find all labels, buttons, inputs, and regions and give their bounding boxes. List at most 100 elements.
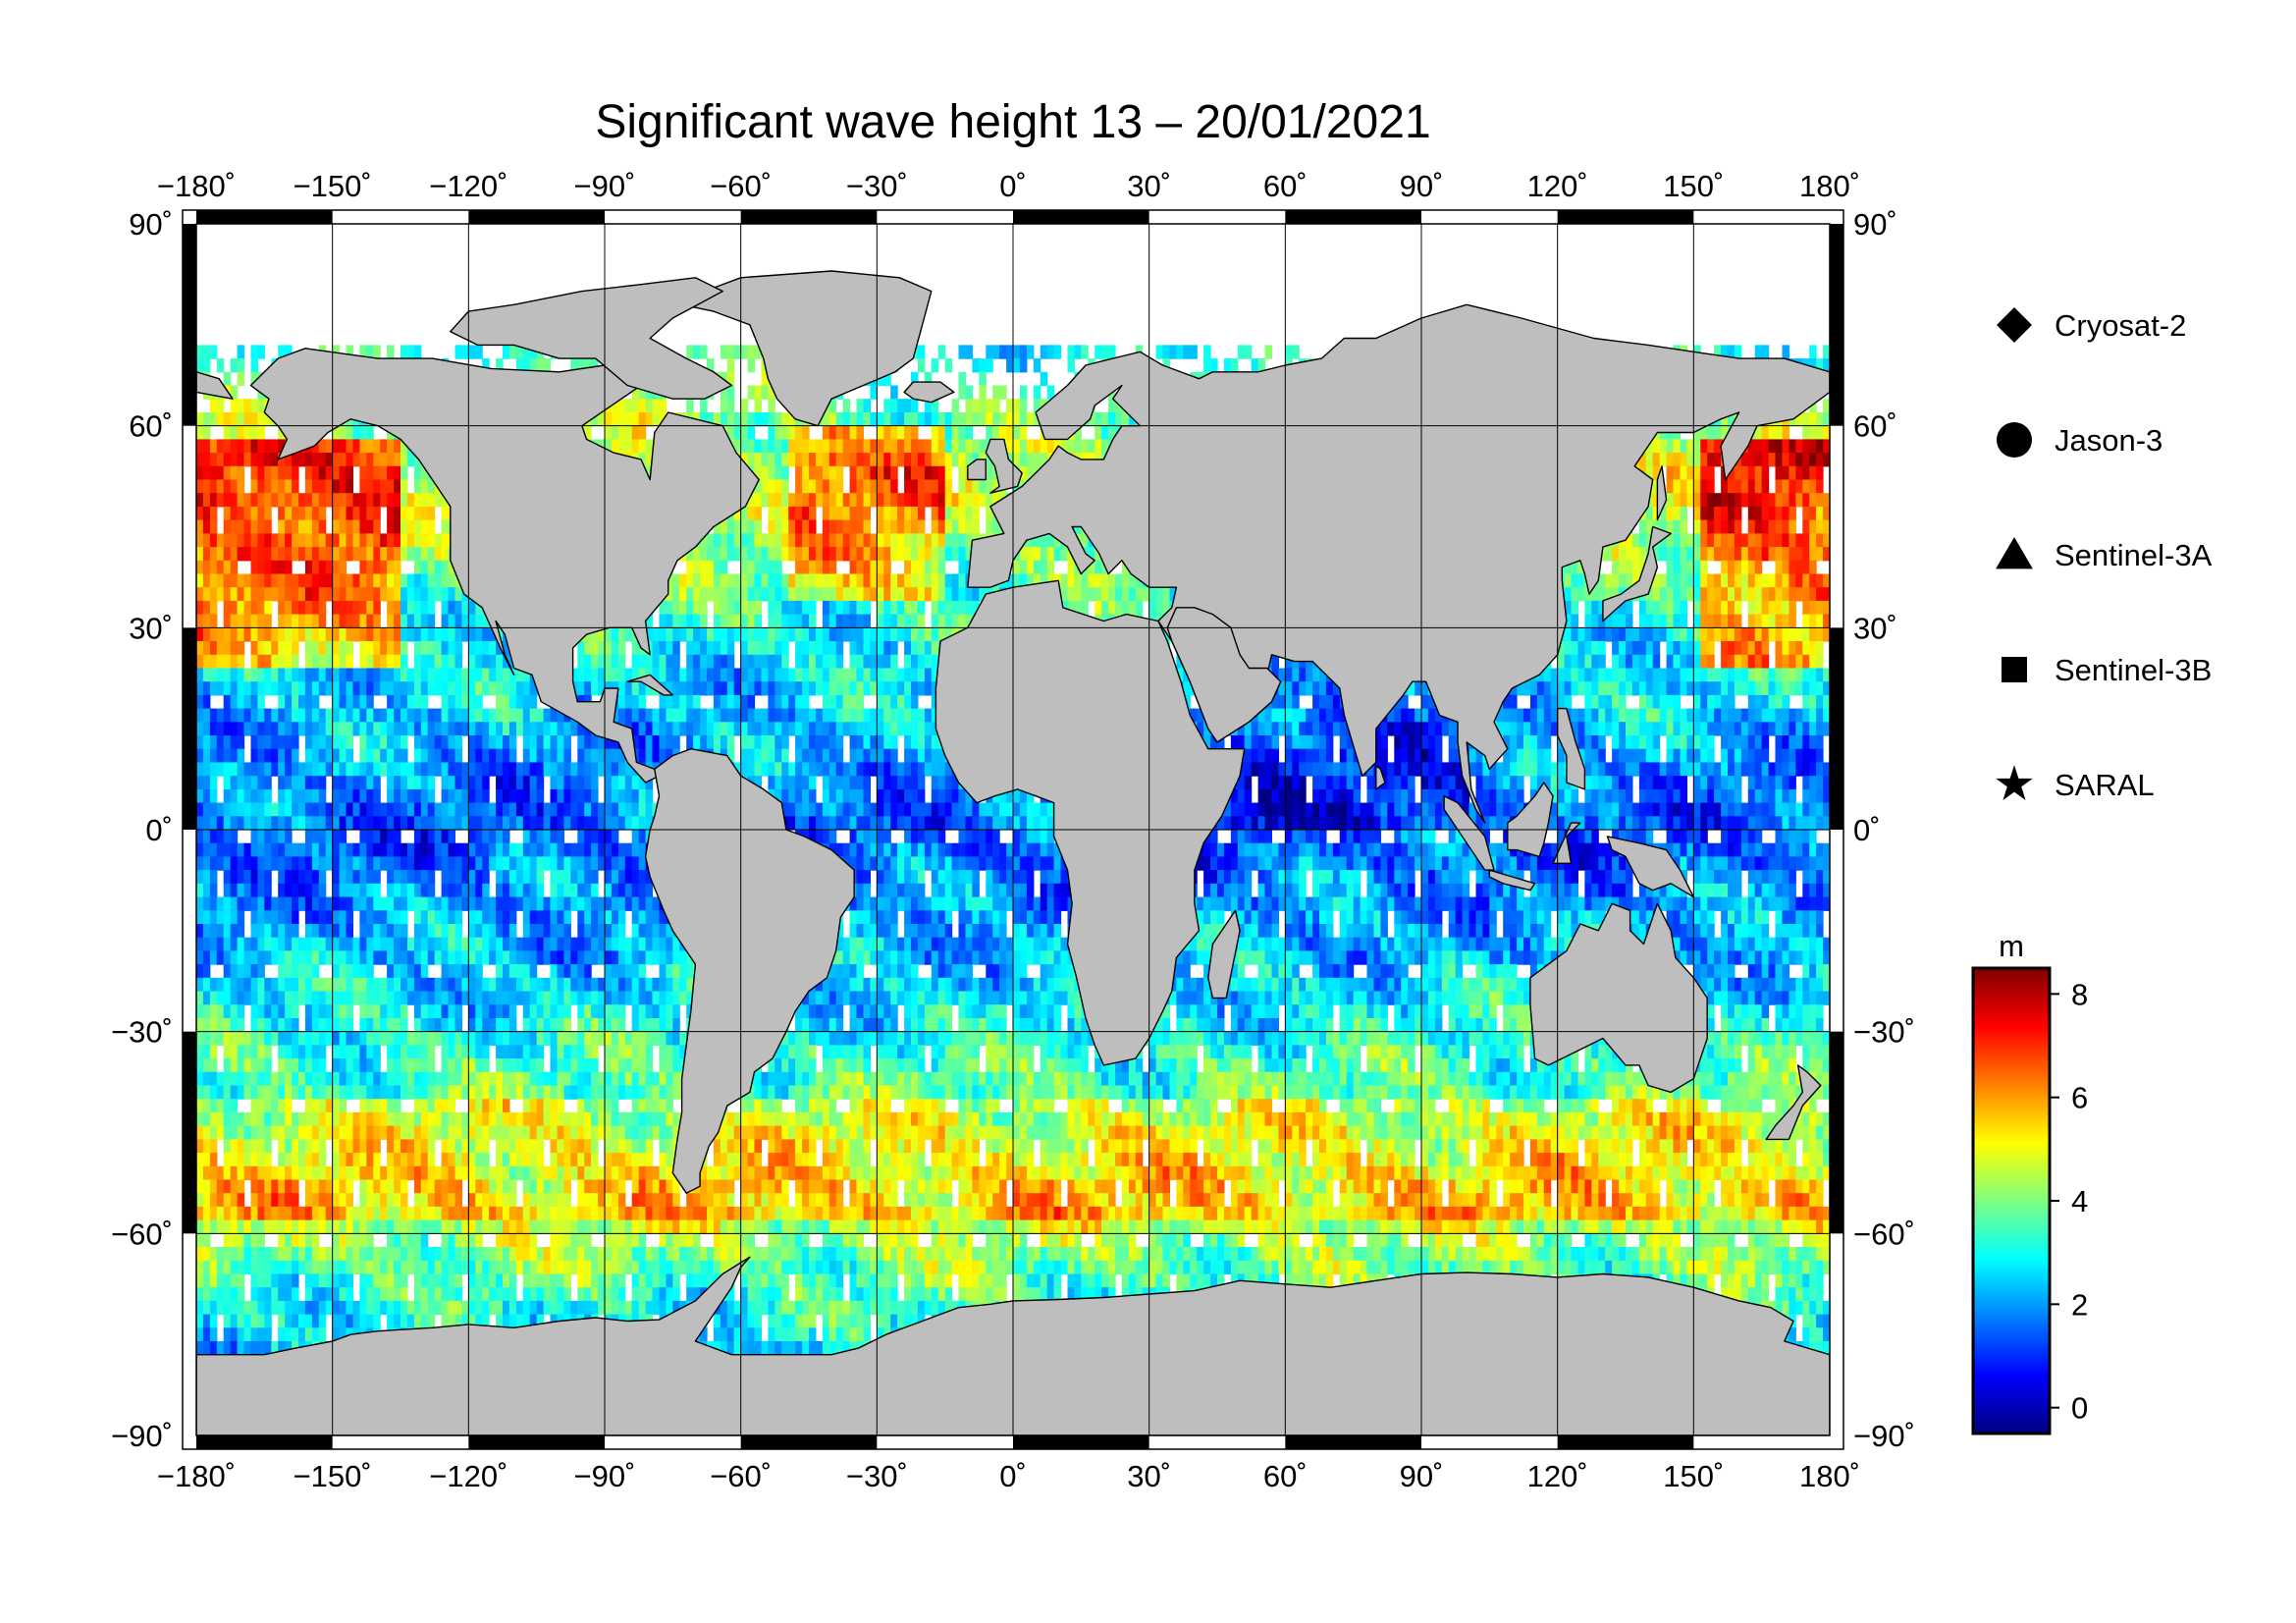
satellite-legend: Cryosat-2 Jason-3 Sentinel-3A Sentinel-3B SA…: [1996, 307, 2213, 802]
longitude-label-top: 150˚: [1663, 169, 1724, 203]
latitude-label-left: 30˚: [129, 611, 173, 645]
land-north-america: [249, 348, 760, 784]
latitude-label-right: −90˚: [1853, 1419, 1915, 1453]
land-ireland: [967, 459, 987, 481]
colorbar: m 0 2 4 6 8: [1971, 929, 2088, 1435]
colorbar-tick-label: 4: [2071, 1184, 2088, 1218]
colorbar-unit-label: m: [1999, 929, 2024, 963]
longitude-label-top: 180˚: [1799, 169, 1860, 203]
longitude-label-top: −180˚: [157, 169, 236, 203]
longitude-label-top: 0˚: [999, 169, 1027, 203]
land-iceland: [903, 381, 955, 404]
longitude-label-top: −30˚: [846, 169, 908, 203]
land-arabia: [1166, 607, 1282, 743]
square-marker-icon: [2002, 657, 2027, 682]
frame-bar-bottom: [196, 1435, 333, 1449]
legend-label: Cryosat-2: [2055, 308, 2186, 343]
land-java: [1488, 869, 1536, 892]
land-japan: [1602, 525, 1672, 622]
frame-bar-top: [1557, 210, 1694, 224]
frame-bar-bottom: [1285, 1435, 1421, 1449]
land-philippines: [1557, 707, 1586, 790]
longitude-label-bottom: 150˚: [1663, 1459, 1724, 1493]
latitude-label-right: 30˚: [1853, 611, 1897, 645]
land-south-america: [644, 748, 855, 1194]
latitude-label-left: −30˚: [111, 1015, 173, 1050]
longitude-label-top: −150˚: [294, 169, 372, 203]
frame-bar-left: [183, 627, 196, 830]
longitude-label-top: 30˚: [1127, 169, 1171, 203]
longitude-label-bottom: −90˚: [574, 1459, 636, 1493]
diamond-marker-icon: [1997, 307, 2032, 343]
longitude-label-top: 90˚: [1400, 169, 1444, 203]
frame-bar-top: [740, 210, 878, 224]
land-arctic-islands: [450, 277, 733, 400]
frame-bar-right: [1830, 627, 1843, 830]
colorbar-tick-label: 0: [2071, 1391, 2088, 1426]
legend-label: Sentinel-3B: [2055, 653, 2212, 687]
latitude-label-left: 90˚: [129, 207, 173, 242]
colorbar-tick-label: 8: [2071, 977, 2088, 1011]
longitude-label-top: −120˚: [429, 169, 507, 203]
land-borneo: [1507, 782, 1554, 858]
colorbar-ticks: 0 2 4 6 8: [2050, 977, 2088, 1426]
latitude-ticks-left: 90˚ 60˚ 30˚ 0˚ −30˚ −60˚ −90˚: [111, 207, 173, 1453]
colorbar-tick-label: 6: [2071, 1081, 2088, 1115]
frame-bar-top: [1285, 210, 1421, 224]
longitude-label-bottom: −150˚: [294, 1459, 372, 1493]
frame-bar-bottom: [1013, 1435, 1149, 1449]
frame-bar-top: [468, 210, 605, 224]
colorbar-scale: [1971, 966, 2052, 1435]
map-title: Significant wave height 13 – 20/01/2021: [595, 96, 1430, 148]
longitude-label-top: −90˚: [574, 169, 636, 203]
triangle-marker-icon: [1996, 537, 2033, 569]
longitude-label-bottom: 180˚: [1799, 1459, 1860, 1493]
latitude-label-right: 0˚: [1853, 813, 1881, 847]
latitude-label-right: −30˚: [1853, 1015, 1915, 1050]
frame-bar-top: [1013, 210, 1149, 224]
longitude-label-bottom: 60˚: [1263, 1459, 1308, 1493]
longitude-label-bottom: −60˚: [710, 1459, 772, 1493]
frame-bar-bottom: [1557, 1435, 1694, 1449]
legend-label: Sentinel-3A: [2055, 538, 2213, 572]
longitude-label-bottom: −30˚: [846, 1459, 908, 1493]
frame-bar-left: [183, 224, 196, 426]
longitude-ticks-top: −180˚ −150˚ −120˚ −90˚ −60˚ −30˚ 0˚ 30˚ 60˚ 90˚ 12…: [157, 169, 1860, 203]
latitude-label-left: −60˚: [111, 1217, 173, 1251]
land-new-guinea: [1606, 836, 1694, 898]
land-new-zealand: [1765, 1064, 1822, 1141]
land-kamchatka-islands: [196, 371, 234, 400]
longitude-ticks-bottom: −180˚ −150˚ −120˚ −90˚ −60˚ −30˚ 0˚ 30˚ 60˚ 90˚ 12…: [157, 1459, 1860, 1493]
legend-label: SARAL: [2055, 768, 2155, 802]
frame-bar-bottom: [468, 1435, 605, 1449]
frame-bar-top: [196, 210, 333, 224]
frame-bar-bottom: [740, 1435, 878, 1449]
map-frame: [182, 209, 1844, 1450]
latitude-label-right: 90˚: [1853, 207, 1897, 242]
colorbar-tick-label: 2: [2071, 1287, 2088, 1322]
latitude-ticks-right: 90˚ 60˚ 30˚ 0˚ −30˚ −60˚ −90˚: [1853, 207, 1915, 1453]
land-greenland: [680, 270, 933, 427]
land-sri-lanka: [1375, 765, 1386, 790]
longitude-label-bottom: 0˚: [999, 1459, 1027, 1493]
land-sumatra: [1443, 795, 1495, 871]
latitude-label-left: −90˚: [111, 1419, 173, 1453]
latitude-label-left: 0˚: [145, 813, 173, 847]
land-cuba: [626, 674, 673, 696]
latitude-label-right: −60˚: [1853, 1217, 1915, 1251]
longitude-label-bottom: 120˚: [1527, 1459, 1588, 1493]
legend-label: Jason-3: [2055, 423, 2163, 458]
longitude-label-top: −60˚: [710, 169, 772, 203]
longitude-label-top: 120˚: [1527, 169, 1588, 203]
longitude-label-bottom: 30˚: [1127, 1459, 1171, 1493]
longitude-label-top: 60˚: [1263, 169, 1308, 203]
star-marker-icon: [1996, 765, 2033, 800]
longitude-label-bottom: −180˚: [157, 1459, 236, 1493]
frame-bar-left: [183, 1031, 196, 1234]
latitude-label-right: 60˚: [1853, 409, 1897, 444]
frame-bar-right: [1830, 224, 1843, 426]
longitude-label-bottom: 90˚: [1400, 1459, 1444, 1493]
land-madagascar: [1207, 909, 1241, 1000]
latitude-label-left: 60˚: [129, 409, 173, 444]
